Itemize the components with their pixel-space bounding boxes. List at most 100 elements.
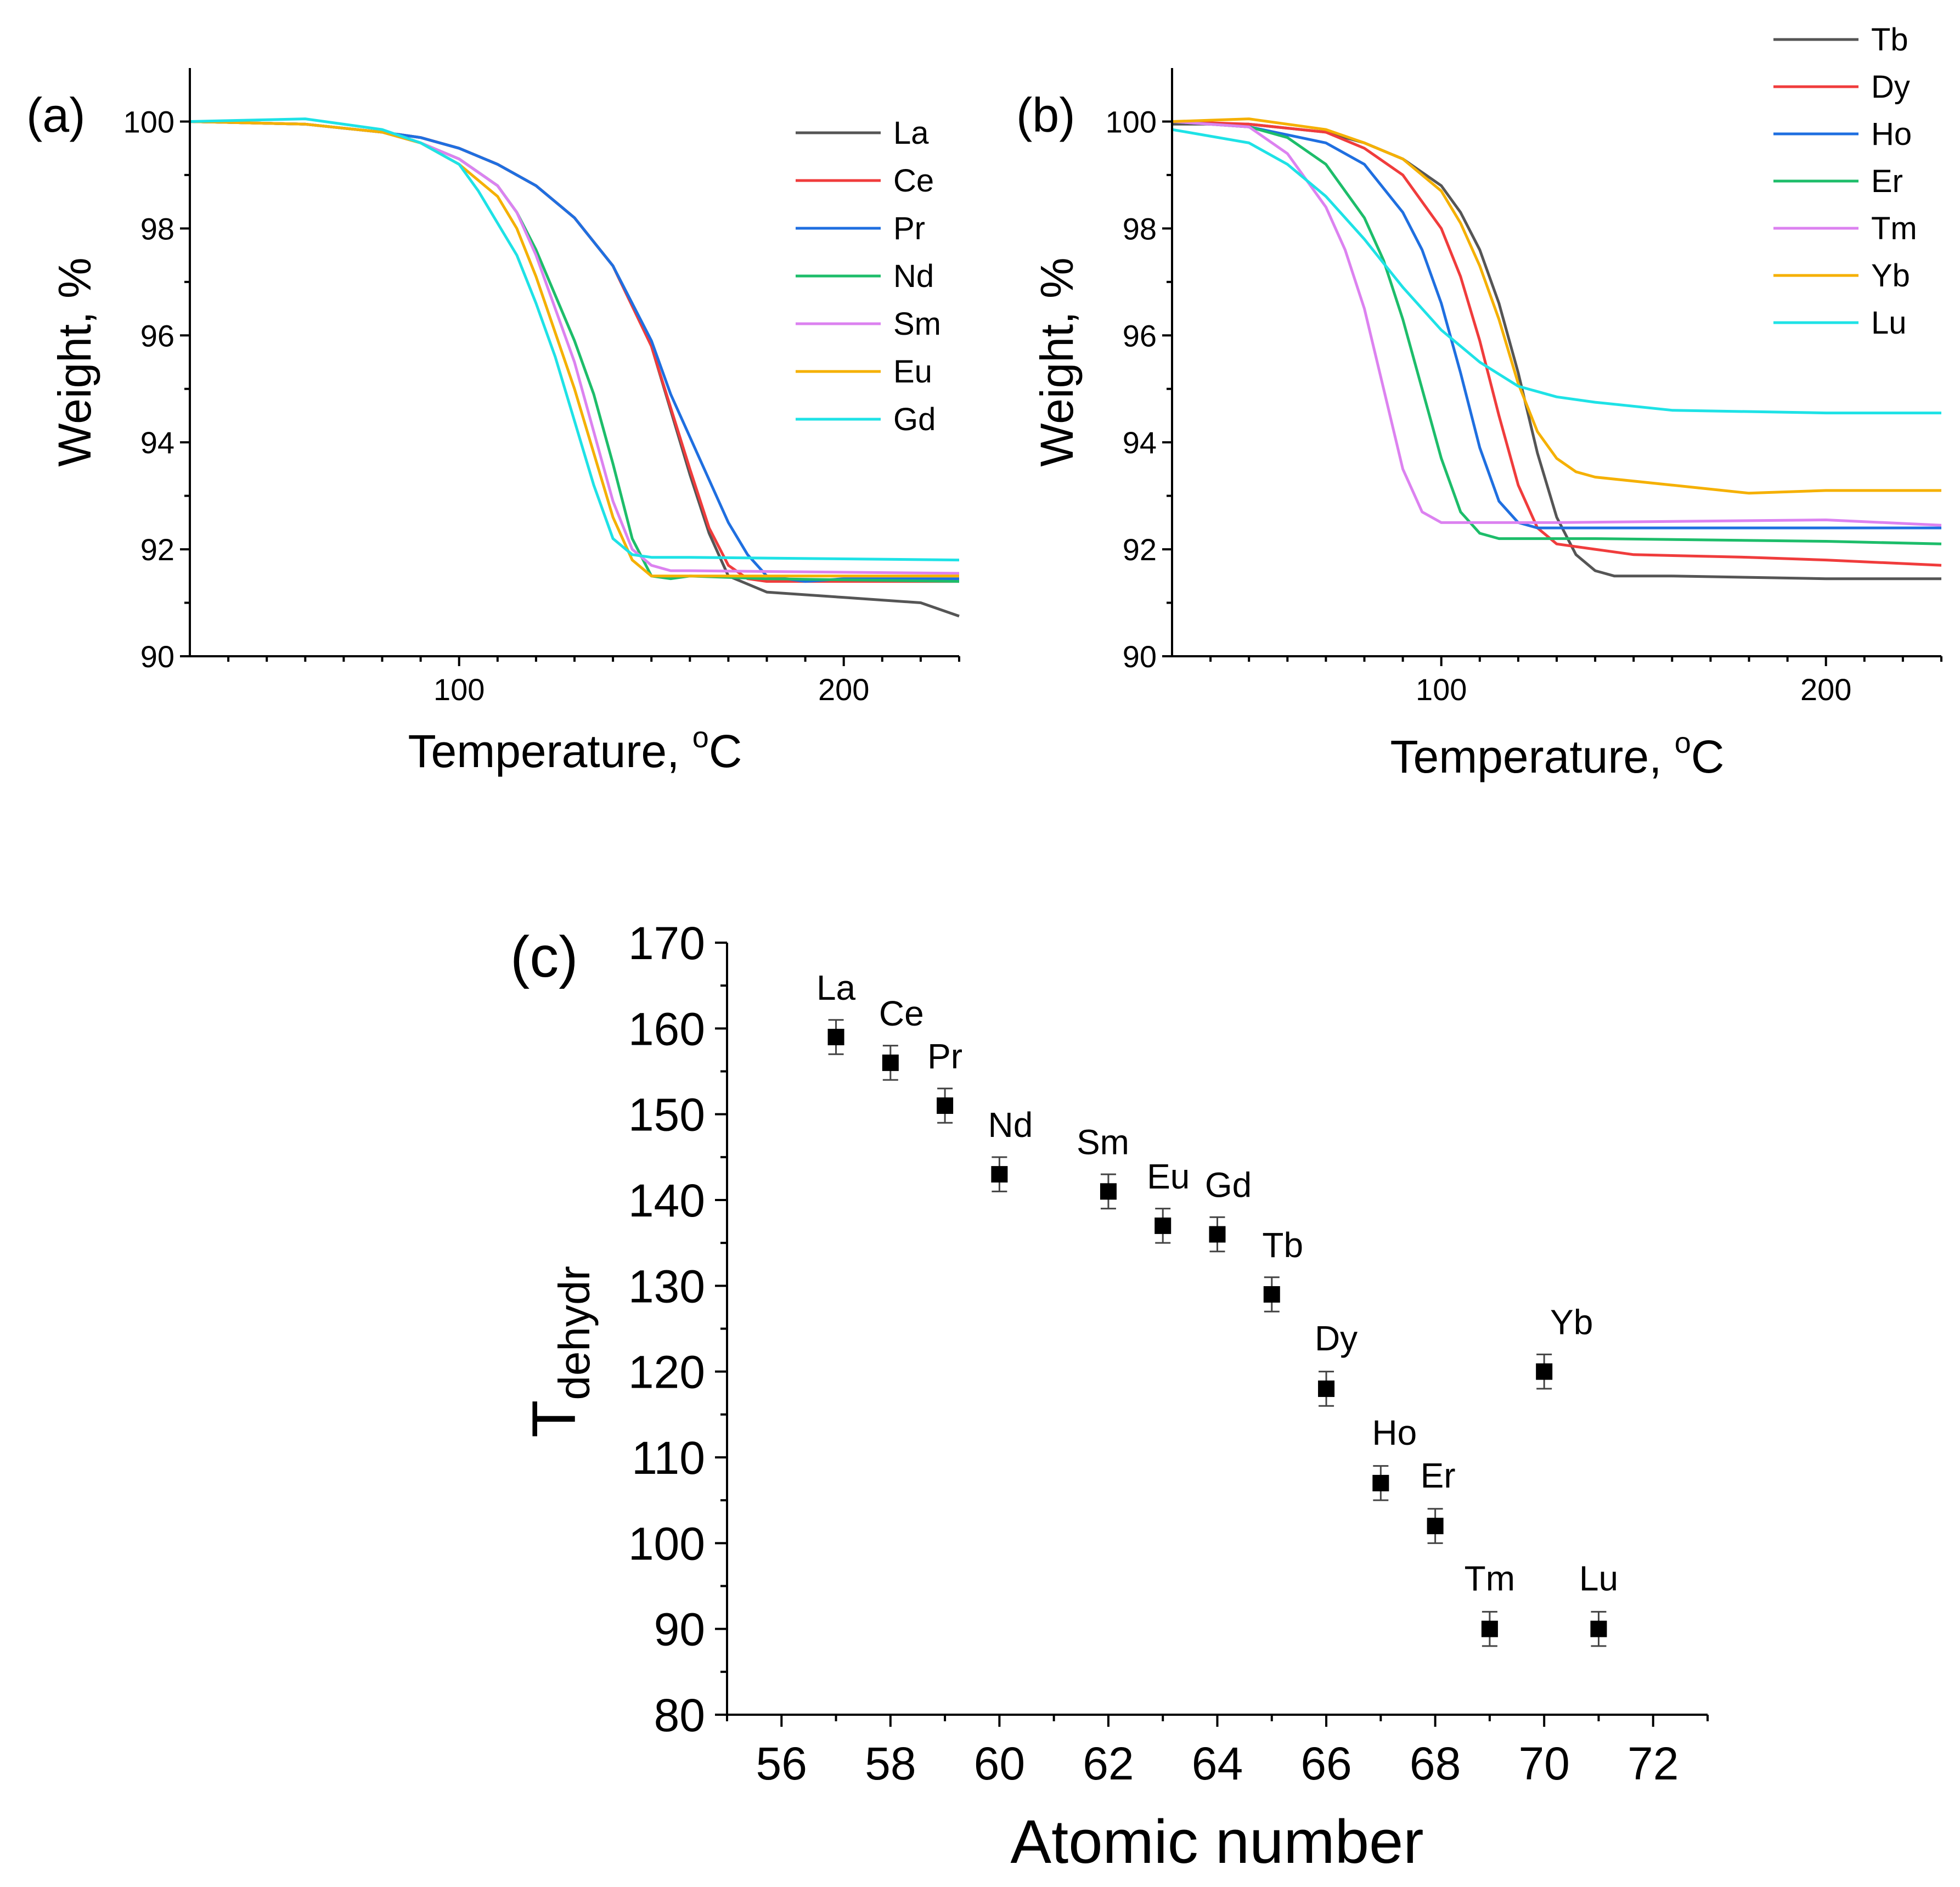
panel-b-xlabel: Temperature, oC xyxy=(1390,726,1725,782)
y-tick-label: 96 xyxy=(1123,318,1157,353)
series-line-gd xyxy=(189,117,960,562)
x-tick-label: 200 xyxy=(818,672,869,707)
panel-b-curves xyxy=(1172,117,1942,581)
y-tick-label: 80 xyxy=(654,1689,705,1741)
series-line-tb xyxy=(1172,122,1941,581)
panel-b-xlabel-main: Temperature, xyxy=(1390,731,1675,782)
legend-label-ho: Ho xyxy=(1871,116,1912,152)
panel-b-xlabel-sup: o xyxy=(1675,726,1691,759)
y-tick-label: 90 xyxy=(654,1604,705,1655)
point-label-gd: Gd xyxy=(1205,1165,1252,1205)
y-tick-label: 130 xyxy=(628,1260,705,1312)
y-tick-label: 90 xyxy=(140,639,174,674)
y-tick-label: 140 xyxy=(628,1175,705,1226)
y-tick-label: 96 xyxy=(140,318,174,353)
legend-label-gd: Gd xyxy=(893,402,936,437)
point-nd xyxy=(991,1166,1008,1183)
x-tick-label: 56 xyxy=(756,1738,807,1789)
series-line-nd xyxy=(189,120,960,583)
x-tick-label: 200 xyxy=(1800,672,1851,707)
x-tick-label: 60 xyxy=(974,1738,1025,1789)
point-label-sm: Sm xyxy=(1077,1122,1129,1162)
y-tick-label: 94 xyxy=(1123,425,1157,460)
point-label-tb: Tb xyxy=(1262,1225,1303,1265)
point-eu xyxy=(1154,1217,1172,1234)
y-tick-label: 100 xyxy=(628,1518,705,1569)
series-line-lu xyxy=(1172,128,1941,415)
legend-label-er: Er xyxy=(1871,164,1903,199)
y-tick-label: 92 xyxy=(140,532,174,567)
panel-c-ylabel-main: T xyxy=(520,1400,588,1438)
point-label-pr: Pr xyxy=(927,1037,962,1076)
point-label-nd: Nd xyxy=(988,1105,1033,1145)
panel-b: (b) 90 92 94 96 98 100 100 200 Weight, % Temper… xyxy=(1016,22,1942,782)
point-label-ce: Ce xyxy=(879,994,924,1033)
x-tick-label: 62 xyxy=(1083,1738,1134,1789)
panel-a-xlabel-sup: o xyxy=(692,721,709,754)
panel-b-ticks: 90 92 94 96 98 100 100 200 xyxy=(1106,104,1942,707)
y-tick-label: 100 xyxy=(123,104,174,139)
series-line-sm xyxy=(189,120,960,575)
legend-label-dy: Dy xyxy=(1871,69,1910,105)
point-label-yb: Yb xyxy=(1550,1303,1593,1342)
point-sm xyxy=(1100,1183,1117,1200)
point-label-lu: Lu xyxy=(1579,1559,1618,1598)
panel-a: (a) 90 92 94 96 98 100 100 200 Weight, % Temper… xyxy=(26,68,960,777)
panel-b-ylabel: Weight, % xyxy=(1031,257,1083,466)
series-line-la xyxy=(189,120,960,618)
panel-c-label: (c) xyxy=(510,925,578,989)
x-tick-label: 100 xyxy=(1416,672,1467,707)
panel-a-ylabel: Weight, % xyxy=(49,257,100,466)
y-tick-label: 120 xyxy=(628,1347,705,1398)
point-label-eu: Eu xyxy=(1147,1157,1190,1196)
legend-label-nd: Nd xyxy=(893,258,934,294)
panel-c-ylabel-sub: dehydr xyxy=(550,1266,599,1400)
point-tm xyxy=(1481,1620,1498,1637)
y-tick-label: 98 xyxy=(140,211,174,246)
point-label-la: La xyxy=(816,968,856,1007)
point-ho xyxy=(1372,1474,1389,1491)
y-tick-label: 94 xyxy=(140,425,174,460)
x-tick-label: 72 xyxy=(1627,1738,1679,1789)
legend-label-lu: Lu xyxy=(1871,305,1907,341)
panel-b-legend: Tb Dy Ho Er Tm Yb Lu xyxy=(1773,22,1917,341)
panel-a-label: (a) xyxy=(26,88,86,142)
point-label-dy: Dy xyxy=(1315,1319,1358,1358)
legend-label-tm: Tm xyxy=(1871,211,1917,246)
series-line-tm xyxy=(1172,120,1942,527)
point-lu xyxy=(1590,1620,1607,1637)
legend-label-yb: Yb xyxy=(1871,258,1910,294)
series-line-ho xyxy=(1172,120,1941,530)
panel-c-xlabel: Atomic number xyxy=(1010,1807,1423,1876)
x-tick-label: 66 xyxy=(1300,1738,1351,1789)
y-tick-label: 100 xyxy=(1106,104,1157,139)
legend-label-ce: Ce xyxy=(893,163,934,199)
panel-c-ylabel: Tdehydr xyxy=(520,1266,599,1438)
panel-a-ticks: 90 92 94 96 98 100 100 200 xyxy=(123,104,960,707)
y-tick-label: 160 xyxy=(628,1003,705,1055)
point-label-ho: Ho xyxy=(1372,1413,1417,1452)
point-tb xyxy=(1263,1286,1280,1303)
point-pr xyxy=(937,1097,954,1114)
legend-label-eu: Eu xyxy=(893,354,932,390)
series-line-ce xyxy=(189,120,959,583)
point-label-er: Er xyxy=(1421,1456,1456,1495)
series-line-pr xyxy=(189,120,959,583)
panel-c: (c) 80 90 100 110 120 130 140 150 160 170 56 58 60 62… xyxy=(510,917,1709,1876)
legend-label-pr: Pr xyxy=(893,211,925,246)
series-line-yb xyxy=(1172,117,1941,495)
legend-label-la: La xyxy=(893,115,929,151)
y-tick-label: 170 xyxy=(628,917,705,969)
panel-a-xlabel-main: Temperature, xyxy=(408,725,692,777)
series-line-er xyxy=(1172,120,1942,545)
y-tick-label: 98 xyxy=(1123,211,1157,246)
y-tick-label: 150 xyxy=(628,1089,705,1141)
legend-label-tb: Tb xyxy=(1871,22,1908,58)
panel-b-label: (b) xyxy=(1016,88,1075,142)
y-tick-label: 110 xyxy=(632,1432,705,1484)
x-tick-label: 58 xyxy=(865,1738,916,1789)
panel-b-xlabel-unit: C xyxy=(1691,731,1725,782)
panel-c-ticks: 80 90 100 110 120 130 140 150 160 170 56 58 60 62 64 66… xyxy=(628,917,1709,1789)
